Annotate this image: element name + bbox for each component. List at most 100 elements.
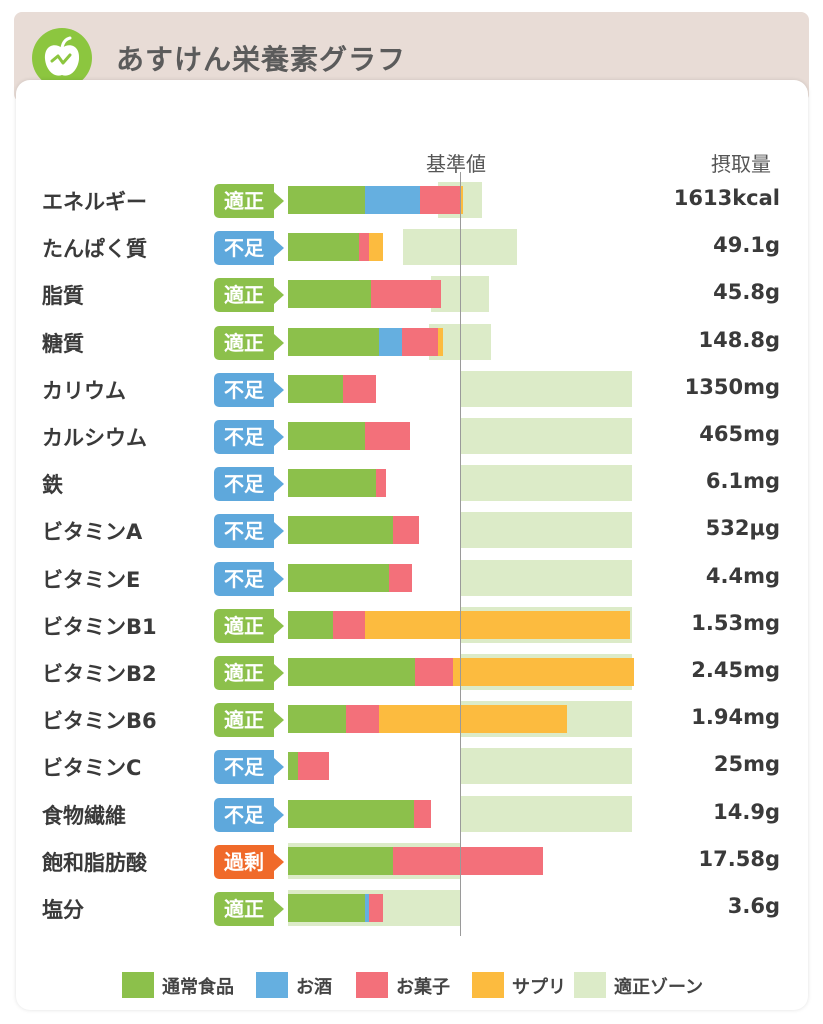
bar-segment-sweets: [358, 233, 369, 262]
intake-value: 465mg: [699, 422, 780, 446]
nutrient-row: ビタミンB1 適正 1.53mg: [16, 605, 808, 645]
status-badge: 不足: [214, 750, 284, 785]
bar-segment-normal-food: [288, 799, 414, 828]
status-badge: 不足: [214, 231, 284, 266]
nutrient-row: たんぱく質 不足 49.1g: [16, 227, 808, 267]
status-badge: 不足: [214, 514, 284, 549]
nutrient-row: カリウム 不足 1350mg: [16, 369, 808, 409]
bar-segment-supplement: [460, 186, 464, 214]
legend-label: サプリ: [512, 977, 566, 998]
status-badge: 不足: [214, 420, 284, 454]
status-badge: 不足: [214, 372, 284, 407]
intake-value: 1.94mg: [691, 705, 780, 730]
nutrient-row: 脂質 適正 45.8g: [16, 274, 808, 314]
nutrient-label: 食物繊維: [42, 803, 126, 828]
intake-value: 1350mg: [684, 374, 780, 399]
nutrient-label: ビタミンC: [42, 756, 142, 781]
intake-value: 3.6g: [727, 894, 780, 918]
nutrient-label: エネルギー: [42, 190, 147, 214]
bar-segment-normal-food: [288, 233, 359, 262]
bar-segment-normal-food: [288, 186, 366, 214]
intake-value: 6.1mg: [705, 469, 780, 494]
bar-segment-sweets: [370, 280, 442, 309]
bar-segment-supplement: [437, 327, 443, 356]
nutrient-row: 鉄 不足 6.1mg: [16, 463, 808, 503]
bar-segment-normal-food: [288, 610, 333, 639]
legend-label: 適正ゾーン: [614, 977, 704, 998]
status-badge: 適正: [214, 608, 284, 643]
bar-segment-normal-food: [288, 374, 344, 403]
bar-segment-normal-food: [288, 563, 390, 592]
bar-segment-normal-food: [288, 516, 393, 545]
intake-value: 17.58g: [698, 846, 780, 871]
bar-segment-sweets: [298, 752, 330, 781]
bar-segment-normal-food: [288, 658, 416, 686]
status-badge: 適正: [214, 278, 284, 313]
nutrient-label: 糖質: [42, 331, 84, 356]
bar-segment-supplement: [379, 705, 567, 734]
legend-swatch: [574, 972, 606, 998]
nutrient-label: ビタミンE: [42, 567, 141, 592]
status-badge: 不足: [214, 467, 284, 502]
nutrient-row: カルシウム 不足 465mg: [16, 416, 808, 456]
nutrient-row: ビタミンB6 適正 1.94mg: [16, 699, 808, 739]
nutrient-label: ビタミンB1: [42, 614, 157, 639]
nutrient-label: カルシウム: [42, 426, 147, 450]
bar-segment-normal-food: [288, 705, 347, 734]
nutrient-label: たんぱく質: [42, 237, 147, 262]
legend-label: お菓子: [396, 977, 450, 998]
intake-value: 14.9g: [713, 799, 780, 824]
nutrient-row: 飽和脂肪酸 過剰 17.58g: [16, 841, 808, 881]
chart-legend: 通常食品 お酒 お菓子 サプリ 適正ゾーン: [16, 970, 808, 1000]
intake-value: 1.53mg: [691, 610, 780, 635]
apple-chart-icon: [32, 28, 92, 88]
bar-segment-sweets: [332, 610, 366, 639]
intake-value: 4.4mg: [705, 563, 780, 588]
status-badge: 適正: [214, 184, 284, 218]
adequate-zone-bar: [460, 418, 632, 454]
bar-segment-sweets: [346, 705, 380, 734]
intake-value: 25mg: [713, 752, 780, 777]
adequate-zone-bar: [460, 748, 632, 785]
nutrient-row: 糖質 適正 148.8g: [16, 322, 808, 362]
intake-value: 2.45mg: [691, 658, 780, 682]
status-badge: 不足: [214, 561, 284, 596]
nutrient-label: カリウム: [42, 378, 126, 403]
bar-segment-supplement: [453, 658, 634, 686]
bar-segment-sweets: [389, 563, 412, 592]
legend-swatch: [256, 972, 288, 998]
bar-segment-normal-food: [288, 422, 366, 450]
bar-segment-normal-food: [288, 752, 299, 781]
bar-segment-sweets: [392, 846, 543, 875]
bar-segment-alcohol: [365, 186, 421, 214]
adequate-zone-bar: [460, 465, 632, 502]
legend-swatch: [122, 972, 154, 998]
legend-swatch: [472, 972, 504, 998]
nutrient-label: 塩分: [42, 898, 84, 922]
intake-value: 1613kcal: [673, 186, 780, 210]
intake-value: 45.8g: [713, 280, 780, 305]
legend-swatch: [356, 972, 388, 998]
nutrient-label: 飽和脂肪酸: [42, 850, 147, 875]
bar-segment-alcohol: [365, 894, 369, 922]
bar-segment-sweets: [375, 469, 387, 498]
bar-segment-normal-food: [288, 846, 393, 875]
nutrient-label: 鉄: [42, 473, 63, 498]
intake-value: 49.1g: [713, 233, 780, 258]
nutrient-graph-card: 基準値 摂取量 エネルギー 適正 1613kcal たんぱく質 不足 49.1g 脂質 適正 4…: [16, 80, 808, 1010]
adequate-zone-bar: [460, 559, 632, 596]
legend-label: お酒: [296, 977, 332, 998]
bar-segment-sweets: [415, 658, 454, 686]
bar-segment-normal-food: [288, 327, 380, 356]
bar-segment-sweets: [368, 894, 383, 922]
bar-segment-sweets: [413, 799, 431, 828]
intake-value: 532μg: [705, 516, 780, 541]
status-badge: 適正: [214, 892, 284, 926]
adequate-zone-bar: [460, 512, 632, 549]
bar-segment-normal-food: [288, 469, 376, 498]
intake-value: 148.8g: [698, 327, 780, 352]
bar-segment-sweets: [401, 327, 438, 356]
nutrient-label: ビタミンB6: [42, 709, 157, 734]
adequate-zone-bar: [460, 370, 632, 407]
status-badge: 過剰: [214, 844, 284, 879]
